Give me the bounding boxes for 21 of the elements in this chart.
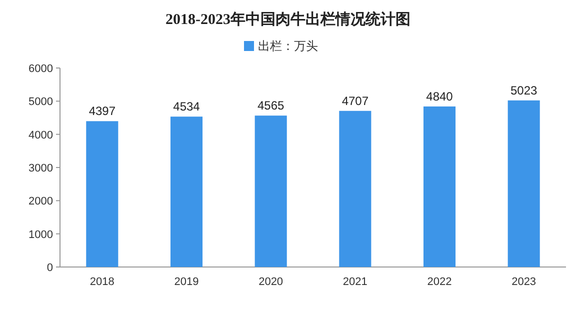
y-tick-label: 2000 <box>28 196 53 208</box>
data-label: 4534 <box>173 100 200 114</box>
x-tick-label: 2021 <box>342 276 368 288</box>
y-tick-label: 1000 <box>28 228 53 241</box>
x-tick-label: 2023 <box>512 276 536 288</box>
data-label: 4397 <box>88 104 116 118</box>
chart-title: 2018-2023年中国肉牛出栏情况统计图 <box>166 11 410 28</box>
data-label: 4840 <box>426 89 454 104</box>
y-tick-label: 3000 <box>28 162 53 174</box>
y-tick-label: 0 <box>46 262 53 274</box>
y-tick-label: 4000 <box>28 129 53 142</box>
x-tick-label: 2019 <box>174 276 199 288</box>
x-tick-label: 2022 <box>427 276 452 288</box>
y-tick-label: 5000 <box>28 96 53 108</box>
x-tick-label: 2020 <box>258 276 284 288</box>
legend-label: 出栏：万头 <box>258 39 318 53</box>
data-label: 4565 <box>257 98 285 113</box>
y-tick-label: 6000 <box>28 63 53 75</box>
data-label: 5023 <box>510 83 538 98</box>
data-label: 4707 <box>342 94 369 108</box>
x-tick-label: 2018 <box>90 276 114 288</box>
